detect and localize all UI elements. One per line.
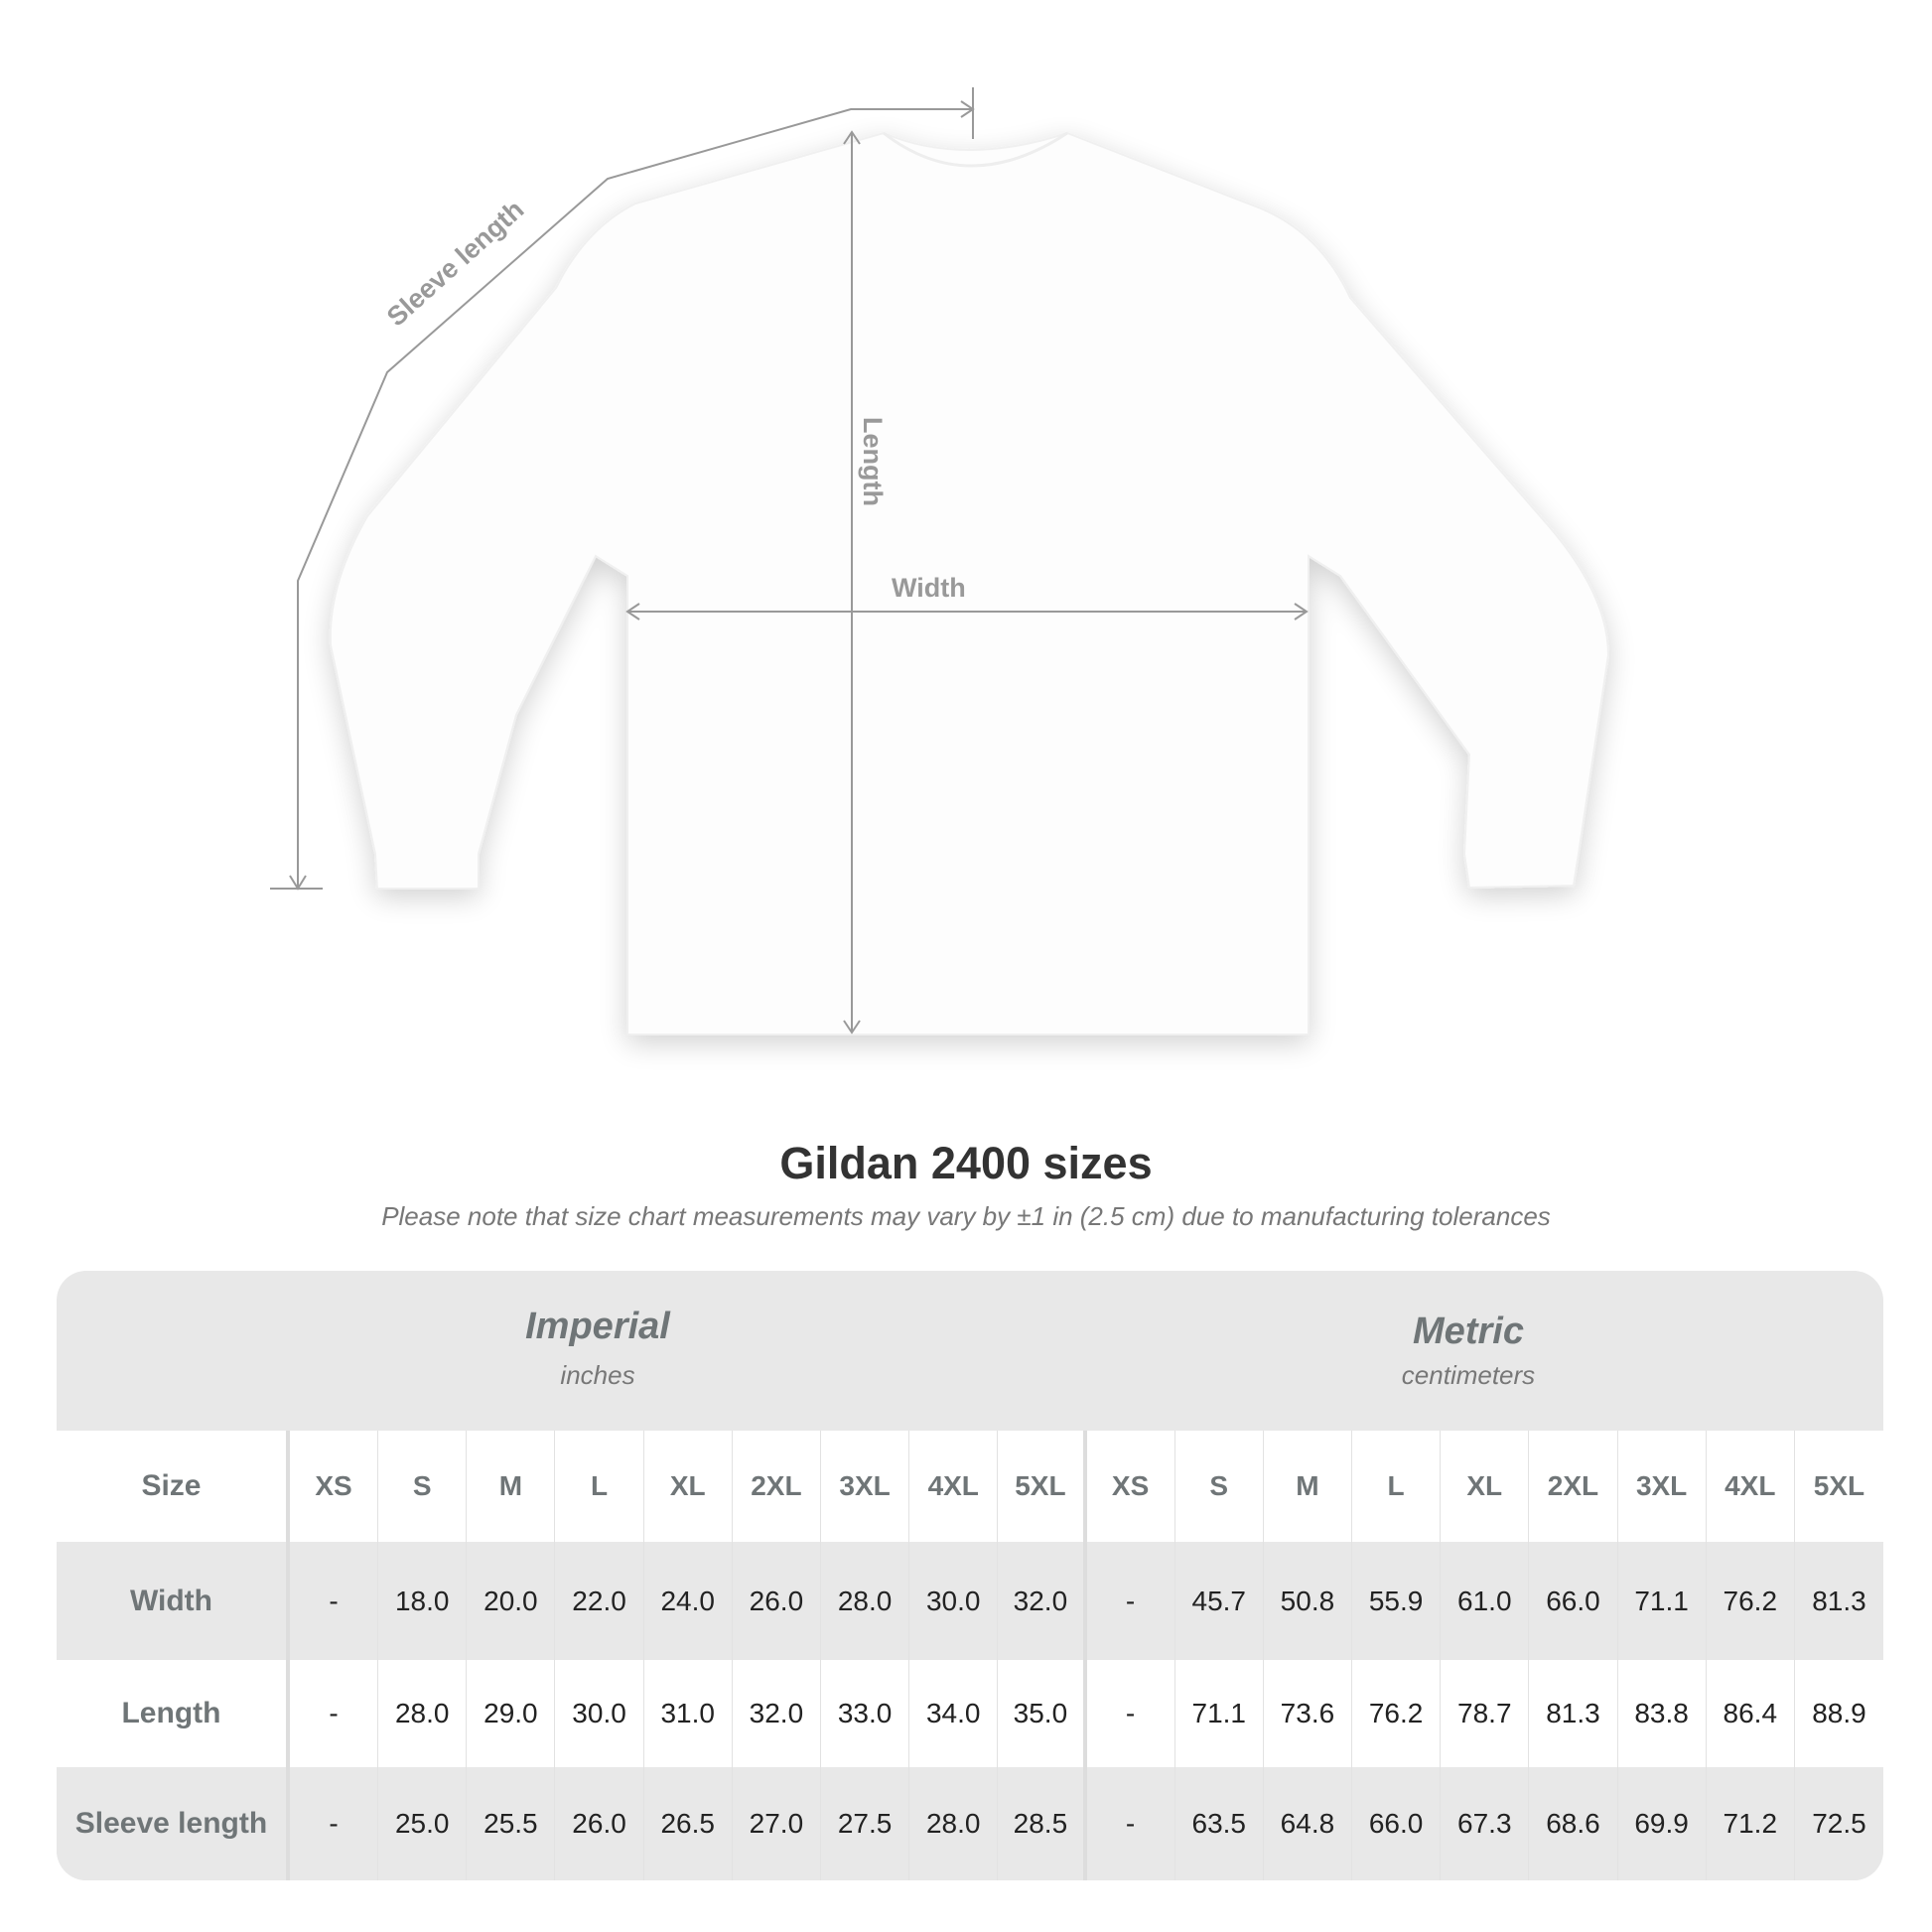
value-cell-metric: 72.5 [1812,1808,1866,1839]
shirt-diagram: Sleeve length Length Width [270,87,1610,1035]
value-cell-metric: 64.8 [1264,1767,1353,1880]
value-cell-metric: 66.0 [1529,1542,1618,1660]
size-header-imperial: M [467,1431,556,1542]
size-header-imperial: 4XL [909,1431,999,1542]
unit-header: Imperial inches Metric centimeters [57,1271,1883,1431]
sleeve-length-line [297,108,973,889]
value-cell-imperial: 24.0 [644,1542,733,1660]
value-cell-metric: 86.4 [1707,1660,1795,1767]
size-header-metric: S [1175,1431,1264,1542]
value-cell-metric: 50.8 [1264,1542,1353,1660]
metric-unit: centimeters [1401,1360,1536,1390]
value-cell-imperial: 32.0 [733,1660,821,1767]
value-cell-metric: - [1087,1767,1175,1880]
value-cell-metric: 76.2 [1707,1542,1795,1660]
row-label: Width [57,1542,290,1660]
value-cell-metric: 69.9 [1618,1767,1707,1880]
value-cell-metric: 67.3 [1441,1767,1530,1880]
row-label: Length [57,1660,290,1767]
value-cell-metric: - [1087,1542,1175,1660]
value-cell-metric: 61.0 [1441,1542,1530,1660]
row-label: Size [57,1431,290,1542]
size-header-metric: L [1352,1431,1442,1542]
width-label: Width [892,573,966,603]
value-cell-imperial: 22.0 [555,1542,644,1660]
size-header-metric: XS [1087,1431,1175,1542]
value-cell-imperial: - [290,1542,379,1660]
imperial-title: Imperial [525,1306,670,1347]
value-cell-imperial: 34.0 [909,1660,999,1767]
value-cell-metric: 68.6 [1529,1767,1618,1880]
value-cell-metric: 81.3 [1529,1660,1618,1767]
size-header-imperial: S [378,1431,468,1542]
value-cell-imperial: 26.0 [555,1767,644,1880]
size-header-metric: 4XL [1707,1431,1795,1542]
value-cell-imperial: 25.0 [378,1767,468,1880]
value-cell-imperial: - [290,1767,379,1880]
value-cell-imperial: 28.0 [821,1542,910,1660]
size-header-imperial: 3XL [821,1431,910,1542]
value-cell-metric: 66.0 [1352,1767,1442,1880]
size-header-imperial: 5XL [998,1431,1087,1542]
long-sleeve-shirt [329,131,1610,1035]
size-header-metric: XL [1441,1431,1530,1542]
value-cell-imperial: 29.0 [467,1660,556,1767]
value-cell-metric: 71.1 [1618,1542,1707,1660]
value-cell-metric: 81.3 [1812,1585,1866,1616]
size-header-metric: 3XL [1618,1431,1707,1542]
length-label: Length [858,417,888,506]
size-header-metric: 2XL [1529,1431,1618,1542]
value-cell-imperial: 28.5 [998,1767,1087,1880]
table-row: Width -18.0 20.0 22.0 24.0 26.0 28.0 30.0 32.0-4… [57,1542,1883,1660]
value-cell-imperial: 18.0 [378,1542,468,1660]
value-cell-imperial: 28.0 [909,1767,999,1880]
value-cell-imperial: 26.5 [644,1767,733,1880]
value-cell-metric: 73.6 [1264,1660,1353,1767]
value-cell-imperial: 20.0 [467,1542,556,1660]
row-label: Sleeve length [57,1767,290,1880]
value-cell-imperial: - [290,1660,379,1767]
value-cell-imperial: 33.0 [821,1660,910,1767]
value-cell-metric: 71.2 [1707,1767,1795,1880]
tolerance-note: Please note that size chart measurements… [381,1201,1551,1231]
size-header-imperial: L [555,1431,644,1542]
value-cell-metric: 45.7 [1175,1542,1264,1660]
value-cell-metric: 63.5 [1175,1767,1264,1880]
value-cell-imperial: 27.5 [821,1767,910,1880]
size-table: Imperial inches Metric centimeters Size X… [57,1271,1883,1880]
size-header-imperial: XS [290,1431,379,1542]
page-title: Gildan 2400 sizes [779,1138,1153,1188]
value-cell-metric: 55.9 [1352,1542,1442,1660]
value-cell-imperial: 35.0 [998,1660,1087,1767]
value-cell-imperial: 27.0 [733,1767,821,1880]
size-header-metric: 5XL [1813,1470,1865,1501]
value-cell-imperial: 30.0 [555,1660,644,1767]
value-cell-imperial: 31.0 [644,1660,733,1767]
value-cell-metric: 88.9 [1812,1698,1866,1728]
value-cell-imperial: 26.0 [733,1542,821,1660]
size-header-imperial: 2XL [733,1431,821,1542]
value-cell-metric: - [1087,1660,1175,1767]
value-cell-metric: 76.2 [1352,1660,1442,1767]
value-cell-metric: 78.7 [1441,1660,1530,1767]
size-header-imperial: XL [644,1431,733,1542]
metric-title: Metric [1413,1311,1524,1352]
value-cell-imperial: 25.5 [467,1767,556,1880]
imperial-unit: inches [560,1360,635,1390]
size-header-metric: M [1264,1431,1353,1542]
value-cell-imperial: 28.0 [378,1660,468,1767]
value-cell-metric: 71.1 [1175,1660,1264,1767]
value-cell-imperial: 30.0 [909,1542,999,1660]
value-cell-metric: 83.8 [1618,1660,1707,1767]
value-cell-imperial: 32.0 [998,1542,1087,1660]
measurement-lines [270,87,1309,1035]
table-row: Length -28.0 29.0 30.0 31.0 32.0 33.0 34.0 35.0-… [57,1660,1883,1767]
table-row: Sleeve length -25.0 25.5 26.0 26.5 27.0 27.5 28… [57,1767,1883,1880]
size-header-row: Size XS S M L XL 2XL 3XL 4XL 5XL XS S M L XL 2XL 3XL 4XL 5… [57,1431,1883,1542]
